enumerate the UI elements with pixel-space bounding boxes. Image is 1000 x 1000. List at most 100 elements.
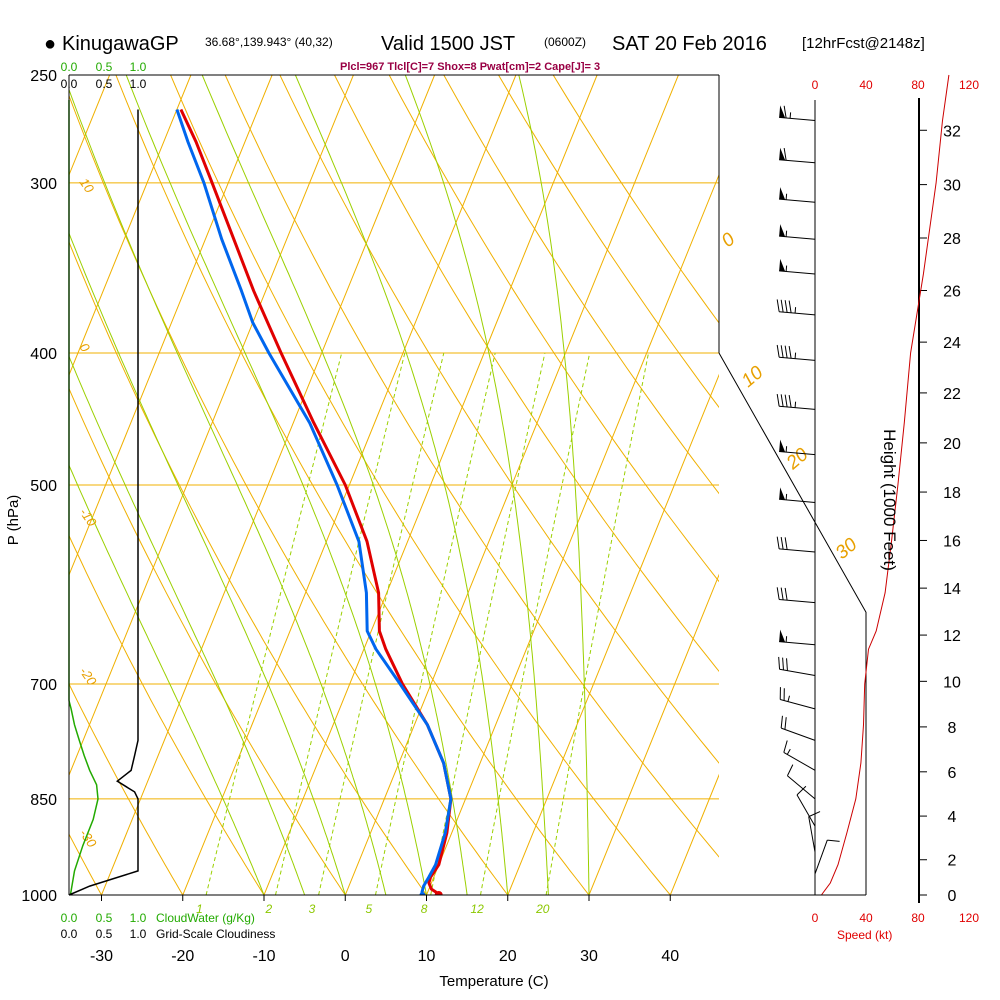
- pressure-tick-label: 400: [30, 346, 57, 363]
- speed-tick-top: 120: [959, 78, 979, 92]
- isotherm-line: [588, 573, 719, 895]
- wind-barb-full: [783, 147, 787, 161]
- mixing-ratio-label: 1: [196, 902, 203, 916]
- wind-barb-flag: [779, 629, 786, 643]
- cloudiness-tick-bottom: 1.0: [130, 927, 147, 941]
- surface-dewpoint-dot: [419, 892, 426, 895]
- wind-barb-staff: [779, 159, 816, 164]
- wind-barb-full: [780, 536, 784, 550]
- wind-barb-full: [780, 394, 784, 407]
- header: ● KinugawaGP 36.68°,139.943° (40,32) Val…: [44, 33, 925, 73]
- moist-adiabat-line: [404, 75, 549, 895]
- cloud-water-tick-top: 0.5: [96, 60, 113, 74]
- mixing-ratio-lines: [205, 352, 649, 895]
- wind-barb: [780, 715, 816, 741]
- wind-barb-full: [786, 658, 788, 671]
- dry-adiabat-line: [69, 240, 428, 895]
- wind-barb: [786, 764, 816, 800]
- height-tick-label: 28: [943, 231, 961, 248]
- dewpoint-profile: [175, 109, 453, 895]
- forecast-info: [12hrFcst@2148z]: [802, 35, 925, 52]
- zulu-time: (0600Z): [544, 35, 586, 49]
- speed-axis-title: Speed (kt): [837, 928, 892, 942]
- wind-barb-half: [786, 748, 791, 755]
- dry-adiabat-line: [69, 534, 265, 895]
- wind-barb: [779, 105, 816, 122]
- wind-barb-full: [780, 587, 784, 600]
- wind-barb-full: [780, 715, 783, 729]
- pressure-tick-label: 300: [30, 176, 57, 193]
- wind-barb-full: [784, 394, 788, 408]
- dry-adiabat-line: [115, 75, 590, 895]
- temperature-tick-label: -20: [171, 948, 194, 965]
- wind-barb: [776, 393, 816, 410]
- mixing-ratio-line: [545, 352, 649, 895]
- cloud-water-tick-top: 0.0: [61, 60, 78, 74]
- wind-barb-full: [776, 299, 780, 312]
- wind-barb-half: [789, 112, 792, 119]
- wind-barb-staff: [779, 198, 816, 203]
- wind-barb-staff: [781, 727, 816, 741]
- wind-barb-full: [782, 657, 784, 670]
- wind-barb-staff: [779, 116, 816, 122]
- mixing-ratio-label: 12: [471, 902, 485, 916]
- height-tick-label: 14: [943, 581, 961, 598]
- wind-barb-flag: [779, 147, 786, 161]
- temperature-tick-label: 10: [418, 948, 436, 965]
- wind-barb: [779, 147, 816, 164]
- dry-adiabat-line: [443, 75, 719, 495]
- wind-barb-staff: [814, 839, 828, 875]
- temperature-tick-label: -30: [90, 948, 113, 965]
- valid-date: SAT 20 Feb 2016: [612, 33, 767, 55]
- speed-tick-bottom: 0: [812, 911, 819, 925]
- sounding-profiles: [175, 108, 453, 895]
- wind-barb-half: [794, 307, 797, 314]
- wind-barb-full: [788, 394, 792, 408]
- cloud-water-tick-bottom: 1.0: [130, 911, 147, 925]
- isotherm-label: 10: [77, 175, 98, 196]
- wind-barb-staff: [808, 816, 816, 853]
- temperature-tick-label: 0: [341, 948, 350, 965]
- isotherm-label-right: 10: [738, 362, 768, 392]
- cloud-water-tick-bottom: 0.0: [61, 911, 78, 925]
- dry-adiabat-line: [170, 75, 671, 895]
- cloudiness-profile: [68, 109, 139, 896]
- height-tick-label: 12: [943, 628, 961, 645]
- dry-adiabat-line: [497, 75, 719, 409]
- wind-barb: [779, 187, 816, 203]
- moist-adiabat-line: [201, 75, 468, 895]
- station-coords: 36.68°,139.943° (40,32): [205, 35, 333, 49]
- dry-adiabats: [69, 75, 719, 895]
- wind-panel-boundary: [718, 352, 867, 895]
- wind-barb-half: [785, 446, 788, 453]
- cloudiness-tick-top: 0.5: [96, 77, 113, 91]
- temperature-tick-label: 30: [580, 948, 598, 965]
- wind-barb: [796, 785, 816, 827]
- wind-barb-staff: [779, 270, 816, 275]
- height-axis-title: Height (1000 Feet): [880, 429, 899, 571]
- wind-barb-staff: [796, 794, 816, 827]
- wind-barb-staff: [787, 775, 816, 800]
- moist-adiabat-line: [125, 75, 427, 895]
- wind-barb-half: [785, 193, 788, 200]
- mixing-ratio-line: [480, 352, 591, 895]
- cloudiness-label: Grid-Scale Cloudiness: [156, 927, 275, 941]
- wind-barb: [783, 740, 816, 771]
- mixing-ratio-line: [205, 352, 343, 895]
- moist-adiabat-line: [69, 355, 306, 895]
- wind-barb-full: [778, 656, 781, 670]
- wind-barb-flag: [779, 187, 786, 200]
- isotherm-line: [0, 75, 28, 895]
- moist-adiabat-line: [294, 75, 509, 895]
- wind-barb-flag: [779, 224, 786, 237]
- dry-adiabat-line: [333, 75, 719, 673]
- height-tick-label: 2: [948, 853, 957, 870]
- mixing-ratio-label: 20: [535, 902, 550, 916]
- moist-adiabat-line: [69, 231, 346, 895]
- pressure-tick-label: 500: [30, 478, 57, 495]
- station-name: KinugawaGP: [62, 33, 179, 55]
- height-tick-label: 24: [943, 335, 961, 352]
- wind-barb-full: [784, 717, 787, 730]
